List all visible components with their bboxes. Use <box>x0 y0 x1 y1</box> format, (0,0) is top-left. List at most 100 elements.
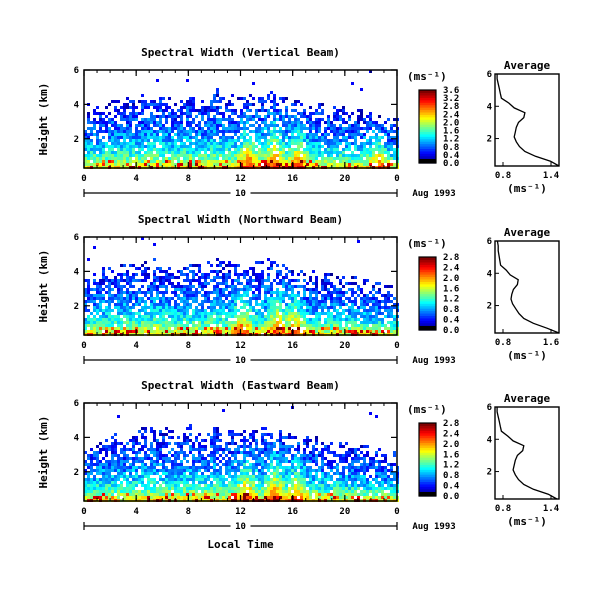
y-tick-label: 6 <box>74 66 79 76</box>
day-label: 10 <box>235 189 246 199</box>
colorbar-units: (ms⁻¹) <box>407 403 447 416</box>
colorbar-frame <box>418 422 437 497</box>
colorbar-units: (ms⁻¹) <box>407 70 447 83</box>
colorbar-tick-label: 2.8 <box>443 102 459 112</box>
colorbar-tick-label: 2.4 <box>443 429 460 439</box>
date-label: Aug 1993 <box>412 522 455 532</box>
x-tick-label: 12 <box>235 174 246 184</box>
x-tick-label: 0 <box>81 341 86 351</box>
y-axis-label: Height (km) <box>37 416 50 489</box>
day-label: 10 <box>235 522 246 532</box>
colorbar-tick-label: 0.4 <box>443 316 460 326</box>
y-tick-label: 2 <box>74 468 79 478</box>
profile-frame <box>494 406 560 500</box>
colorbar-tick-label: 2.0 <box>443 118 459 128</box>
colorbar <box>418 422 437 497</box>
colorbar-tick-label: 2.4 <box>443 110 460 120</box>
profile-y-tick-label: 4 <box>487 435 493 445</box>
x-tick-label: 8 <box>186 174 191 184</box>
x-tick-label: 0 <box>81 507 86 517</box>
y-tick-label: 6 <box>74 233 79 243</box>
profile-units: (ms⁻¹) <box>507 515 547 528</box>
profile-units: (ms⁻¹) <box>507 182 547 195</box>
x-tick-label: 20 <box>339 174 350 184</box>
colorbar-tick-label: 1.6 <box>443 127 459 137</box>
y-tick-label: 4 <box>74 100 80 110</box>
colorbar-tick-label: 0.8 <box>443 471 459 481</box>
profile-x-tick-label: 1.4 <box>543 504 560 514</box>
profile-y-tick-label: 6 <box>487 237 492 247</box>
panel-2: Spectral Width (Eastward Beam)0 4 8 12 16 20 0… <box>37 379 560 551</box>
chart-title: Spectral Width (Vertical Beam) <box>141 46 340 59</box>
profile-x-tick-label: 1.6 <box>543 338 559 348</box>
colorbar-tick-label: 3.2 <box>443 94 459 104</box>
x-tick-label: 8 <box>186 341 191 351</box>
y-tick-label: 6 <box>74 399 79 409</box>
colorbar-tick-label: 0.0 <box>443 492 459 502</box>
date-label: Aug 1993 <box>412 356 455 366</box>
heatmap <box>84 237 399 336</box>
colorbar-tick-label: 2.0 <box>443 440 459 450</box>
x-tick-label: 20 <box>339 341 350 351</box>
x-tick-label: 0 <box>81 174 86 184</box>
colorbar <box>418 89 437 164</box>
x-tick-label: 0 <box>394 341 399 351</box>
colorbar-tick-label: 1.2 <box>443 135 459 145</box>
panel-0: Spectral Width (Vertical Beam)0 4 8 12 16 20 0… <box>37 46 560 199</box>
profile-title: Average <box>504 226 551 239</box>
colorbar-tick-label: 0.8 <box>443 305 459 315</box>
profile-y-tick-label: 2 <box>487 302 492 312</box>
x-tick-label: 12 <box>235 507 246 517</box>
chart-title: Spectral Width (Northward Beam) <box>138 213 343 226</box>
profile-x-tick-label: 1.4 <box>543 171 560 181</box>
colorbar-floor <box>419 159 436 163</box>
colorbar-tick-label: 0.4 <box>443 151 460 161</box>
colorbar-frame <box>418 256 437 331</box>
colorbar-floor <box>419 492 436 496</box>
y-axis-label: Height (km) <box>37 83 50 156</box>
colorbar-frame <box>418 89 437 164</box>
profile-line <box>496 240 560 334</box>
profile-frame <box>494 240 560 334</box>
colorbar-tick-label: 0.0 <box>443 326 459 336</box>
colorbar-tick-label: 2.8 <box>443 419 459 429</box>
y-tick-label: 2 <box>74 302 79 312</box>
x-axis-label: Local Time <box>207 538 274 551</box>
profile-line <box>496 407 558 500</box>
colorbar-tick-label: 0.8 <box>443 143 459 153</box>
y-tick-label: 4 <box>74 267 80 277</box>
chart-title: Spectral Width (Eastward Beam) <box>141 379 340 392</box>
x-tick-label: 0 <box>394 174 399 184</box>
profile-y-tick-label: 2 <box>487 468 492 478</box>
panel-1: Spectral Width (Northward Beam)0 4 8 12 16 20… <box>37 213 560 366</box>
profile-x-tick-label: 0.8 <box>495 171 511 181</box>
x-tick-label: 0 <box>394 507 399 517</box>
colorbar-tick-label: 1.6 <box>443 450 459 460</box>
y-tick-label: 2 <box>74 135 79 145</box>
profile-y-tick-label: 2 <box>487 135 492 145</box>
colorbar-tick-label: 2.8 <box>443 253 459 263</box>
x-tick-label: 16 <box>287 507 298 517</box>
profile-y-tick-label: 4 <box>487 102 493 112</box>
colorbar-tick-label: 1.2 <box>443 461 459 471</box>
colorbar-tick-label: 1.6 <box>443 284 459 294</box>
x-tick-label: 16 <box>287 174 298 184</box>
profile-frame <box>494 73 560 167</box>
x-tick-label: 4 <box>133 507 139 517</box>
colorbar-tick-label: 1.2 <box>443 295 459 305</box>
profile-y-tick-label: 6 <box>487 70 492 80</box>
profile-line <box>496 74 560 167</box>
x-tick-label: 8 <box>186 507 191 517</box>
x-tick-label: 16 <box>287 341 298 351</box>
heatmap <box>84 70 399 169</box>
colorbar-tick-label: 0.4 <box>443 482 460 492</box>
colorbar-tick-label: 2.0 <box>443 274 459 284</box>
profile-title: Average <box>504 392 551 405</box>
x-tick-label: 20 <box>339 507 350 517</box>
colorbar-floor <box>419 326 436 330</box>
colorbar-tick-label: 0.0 <box>443 159 459 169</box>
profile-y-tick-label: 4 <box>487 269 493 279</box>
x-tick-label: 4 <box>133 174 139 184</box>
profile-y-tick-label: 6 <box>487 403 492 413</box>
